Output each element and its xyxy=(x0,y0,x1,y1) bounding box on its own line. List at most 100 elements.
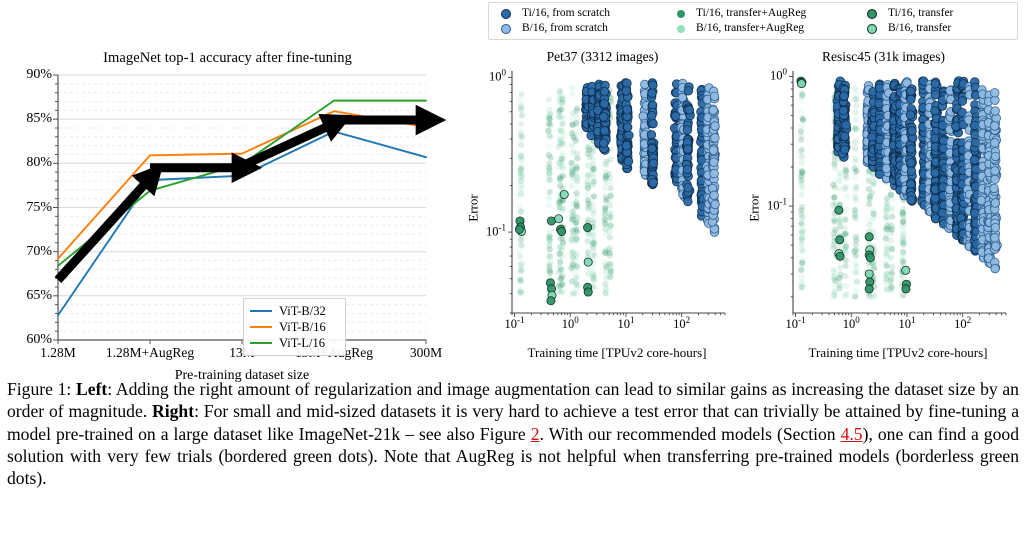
scatter-point xyxy=(569,170,576,178)
scatter-point xyxy=(546,116,553,123)
scatter-point xyxy=(799,214,806,222)
legend-item-vit-b16[interactable]: ViT-B/16 xyxy=(250,319,339,335)
scatter-point xyxy=(598,138,609,148)
scatter-point xyxy=(572,274,580,281)
scatter-point xyxy=(841,120,851,130)
caption-figure-reference[interactable]: 2 xyxy=(530,423,540,444)
scatter-point xyxy=(853,247,860,254)
scatter-point xyxy=(599,126,610,136)
scatter-legend-item[interactable]: B/16, transfer+AugReg xyxy=(677,21,867,36)
scatter-point xyxy=(852,125,859,132)
scatter-point xyxy=(798,227,805,234)
scatter-point xyxy=(518,234,525,241)
scatter-point xyxy=(583,287,593,297)
scatter-point xyxy=(867,192,874,199)
scatter-legend-item[interactable]: Ti/16, transfer+AugReg xyxy=(677,6,867,21)
scatter-point xyxy=(603,264,610,271)
scatter-point xyxy=(799,93,806,100)
scatter-point xyxy=(559,207,566,215)
scatter-point xyxy=(677,92,688,103)
scatter-point xyxy=(887,282,894,289)
scatter-point xyxy=(621,86,631,96)
legend-label-vit-b32: ViT-B/32 xyxy=(279,303,326,318)
legend-item-vit-l16[interactable]: ViT-L/16 xyxy=(250,335,339,351)
scatter-point xyxy=(517,276,524,283)
scatter-point xyxy=(870,207,877,214)
scatter-point xyxy=(798,284,805,291)
scatter-point xyxy=(603,158,610,165)
scatter-legend-item[interactable]: Ti/16, from scratch xyxy=(501,6,677,21)
scatter-point xyxy=(569,130,576,137)
scatter-point xyxy=(556,204,563,211)
scatter-point xyxy=(603,196,610,203)
scatter-point xyxy=(601,217,608,224)
scatter-point xyxy=(569,149,576,157)
scatter-legend-item[interactable]: B/16, transfer xyxy=(867,21,1024,36)
scatter-point xyxy=(569,109,576,117)
scatter-point xyxy=(573,165,580,172)
scatter-point xyxy=(546,233,553,241)
scatter-point xyxy=(573,115,581,122)
scatter-point xyxy=(558,114,566,121)
scatter-point xyxy=(799,93,806,100)
scatter-point xyxy=(590,194,597,201)
legend-item-vit-b32[interactable]: ViT-B/32 xyxy=(250,303,339,319)
scatter-point xyxy=(584,185,591,192)
scatter-point xyxy=(517,248,524,255)
scatter-point xyxy=(830,268,838,275)
scatter-point xyxy=(559,287,566,294)
scatter-point xyxy=(887,191,894,198)
scatter-point xyxy=(569,168,576,176)
scatter-point xyxy=(851,174,858,181)
scatter-point xyxy=(546,171,553,178)
scatter-legend-label: B/16, transfer+AugReg xyxy=(696,21,805,34)
scatter-point xyxy=(573,263,581,270)
scatter-point xyxy=(884,245,891,252)
scatter-point xyxy=(865,195,873,202)
scatter-point xyxy=(865,200,873,208)
scatter-point xyxy=(601,210,609,217)
scatter-point xyxy=(589,216,597,224)
left-chart-x-tick: 1.28M xyxy=(40,345,76,360)
scatter-point xyxy=(557,106,564,113)
scatter-point xyxy=(574,155,581,162)
scatter-point xyxy=(573,274,580,281)
scatter-point xyxy=(546,160,553,167)
scatter-point xyxy=(830,266,837,274)
scatter-point xyxy=(887,285,894,292)
scatter-point xyxy=(798,284,805,291)
scatter-point xyxy=(866,217,873,225)
scatter-point xyxy=(843,193,850,200)
scatter-point xyxy=(888,284,895,291)
scatter-point xyxy=(602,250,609,257)
scatter-point xyxy=(798,203,806,210)
scatter-point xyxy=(888,245,896,252)
scatter-point xyxy=(852,233,859,240)
scatter-point xyxy=(556,199,563,206)
scatter-point xyxy=(866,292,873,299)
scatter-point xyxy=(598,112,609,122)
scatter-point xyxy=(853,126,860,133)
scatter-point xyxy=(517,132,525,139)
scatter-point xyxy=(559,156,566,163)
scatter-point xyxy=(556,87,564,95)
scatter-point xyxy=(882,207,890,215)
scatter-point xyxy=(852,213,859,221)
scatter-point xyxy=(602,170,609,177)
scatter-point xyxy=(555,99,563,106)
scatter-point xyxy=(568,236,575,244)
scatter-point xyxy=(902,78,912,88)
scatter-point xyxy=(601,249,609,256)
scatter-point xyxy=(570,134,577,141)
scatter-point xyxy=(799,92,806,99)
scatter-legend-item[interactable]: Ti/16, transfer xyxy=(867,6,1024,21)
scatter-legend-item[interactable]: B/16, from scratch xyxy=(501,21,677,36)
scatter-point xyxy=(518,289,525,297)
scatter-point xyxy=(887,222,895,229)
scatter-point xyxy=(584,184,592,191)
caption-section-reference[interactable]: 4.5 xyxy=(840,423,863,444)
pet37-scatter-chart: Pet37 (3312 images) Error 100 10-1 10-1 10… xyxy=(462,45,743,370)
scatter-point xyxy=(555,164,562,171)
scatter-point xyxy=(557,94,564,101)
resisc45-x-axis-label: Training time [TPUv2 core-hours] xyxy=(808,345,988,360)
